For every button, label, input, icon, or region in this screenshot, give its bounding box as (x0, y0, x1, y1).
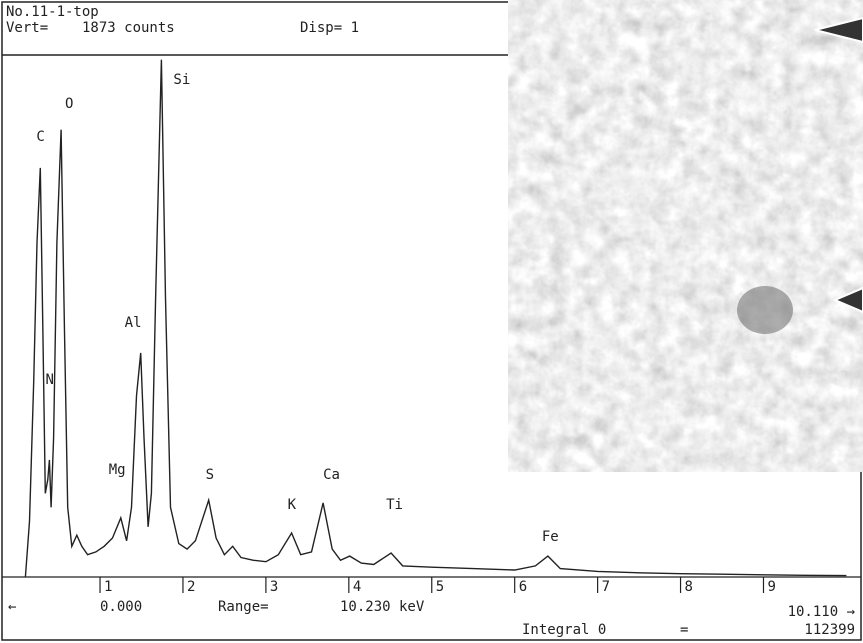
peak-label: Fe (542, 529, 559, 545)
arrow (832, 286, 863, 314)
spectrum (24, 59, 847, 578)
arrow (814, 16, 863, 44)
sample-name: No.11-1-top (6, 4, 99, 20)
x-tick-label: 2 (187, 579, 195, 595)
range-label: Range= (218, 599, 269, 615)
footer: ← 0.000 Range= 10.230 keV 10.110 → Integ… (8, 599, 855, 638)
sem-feature (737, 286, 793, 334)
x-tick-label: 1 (104, 579, 112, 595)
x-tick-label: 8 (685, 579, 693, 595)
integral-label: Integral 0 (522, 622, 606, 638)
x-tick-label: 7 (602, 579, 610, 595)
vert-label: Vert= (6, 20, 48, 36)
peak-label: C (36, 129, 44, 145)
peak-label: Si (173, 72, 190, 88)
x-tick-label: 4 (353, 579, 361, 595)
peak-label: Ca (323, 467, 340, 483)
range-value: 10.230 keV (340, 599, 425, 615)
left-arrow: ← (8, 599, 16, 615)
peak-label: O (65, 96, 73, 112)
x-tick-label: 6 (519, 579, 527, 595)
peak-label: K (288, 497, 297, 513)
sem-photo (508, 0, 863, 472)
x-tick-label: 5 (436, 579, 444, 595)
peak-label: N (45, 372, 53, 388)
sem-image (508, 0, 863, 472)
equals: = (680, 622, 688, 638)
peak-label: S (206, 467, 214, 483)
peak-label: Ti (386, 497, 403, 513)
vert-value: 1873 counts (82, 20, 175, 36)
end-energy: 10.110 → (788, 604, 855, 620)
disp: Disp= 1 (300, 20, 359, 36)
start-energy: 0.000 (100, 599, 142, 615)
peak-label: Al (125, 315, 142, 331)
integral-value: 112399 (804, 622, 855, 638)
x-tick-label: 3 (270, 579, 278, 595)
peak-label: Mg (109, 462, 126, 478)
x-tick-label: 9 (767, 579, 775, 595)
header: No.11-1-top Vert= 1873 counts Disp= 1 (6, 4, 359, 36)
